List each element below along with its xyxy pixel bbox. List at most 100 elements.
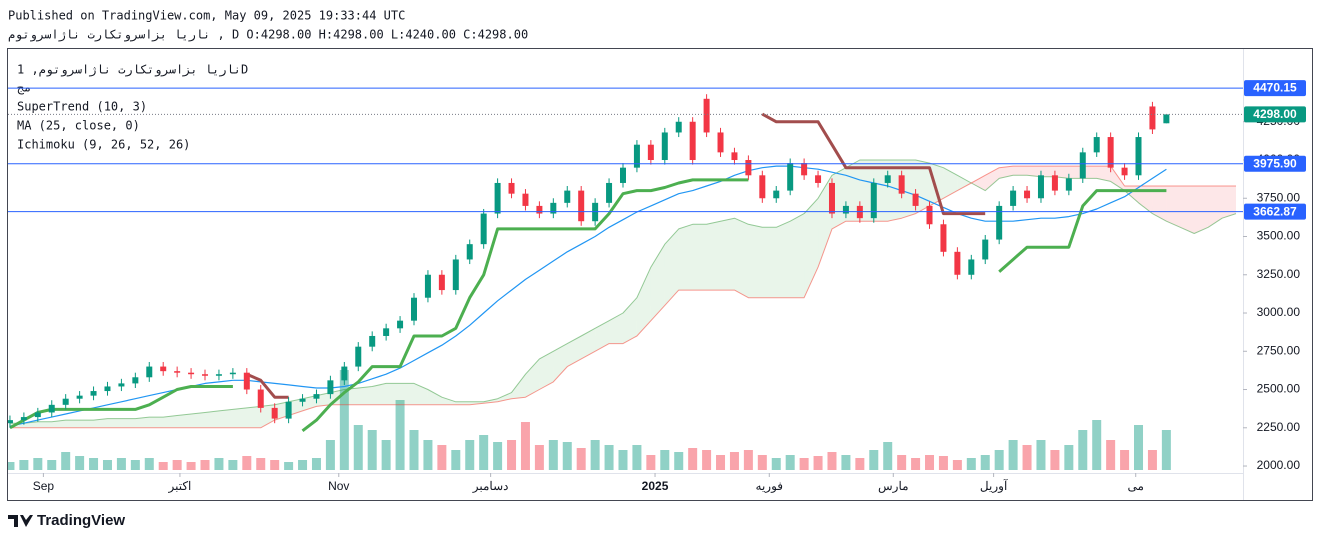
candle-body <box>661 132 668 161</box>
volume-bar <box>1134 425 1144 470</box>
cloud-segment <box>93 418 108 428</box>
cloud-segment <box>274 401 289 421</box>
cloud-segment <box>887 160 902 222</box>
volume-bar <box>144 458 154 470</box>
cloud-segment <box>748 224 763 298</box>
candle-body <box>1024 190 1031 199</box>
candle-body <box>8 420 13 424</box>
price-label-box <box>1244 80 1306 97</box>
cloud-segment <box>650 244 665 321</box>
y-tick-label: 2250.00 <box>1257 420 1301 434</box>
candle-body <box>940 224 947 252</box>
volume-bar <box>130 460 140 470</box>
cloud-segment <box>1180 186 1195 234</box>
cloud-segment <box>623 297 637 344</box>
cloud-segment <box>1166 186 1181 228</box>
x-tick-label: 2025 <box>642 479 669 493</box>
volume-bar <box>911 458 921 470</box>
cloud-segment <box>525 358 540 398</box>
cloud-segment <box>260 404 275 428</box>
cloud-segment <box>859 160 874 222</box>
volume-bar <box>716 455 726 470</box>
cloud-segment <box>1068 166 1083 179</box>
cloud-segment <box>664 228 679 306</box>
cloud-segment <box>316 392 331 407</box>
volume-bar <box>883 442 893 470</box>
candle-body <box>76 395 83 399</box>
volume-bar <box>353 425 363 470</box>
candle-body <box>703 98 710 133</box>
candle-body <box>884 175 891 183</box>
x-tick-label: می <box>1127 479 1143 493</box>
volume-bar <box>200 460 210 470</box>
volume-bar <box>437 445 447 470</box>
cloud-segment <box>218 409 233 428</box>
cloud-segment <box>191 412 205 428</box>
cloud-segment <box>734 218 749 298</box>
candle-body <box>383 328 390 336</box>
y-tick-label: 3500.00 <box>1257 229 1301 243</box>
volume-bar <box>841 455 851 470</box>
candle-body <box>494 182 501 214</box>
candle-body <box>257 389 264 408</box>
volume-bar <box>938 456 948 470</box>
candle-body <box>34 412 41 418</box>
candle-body <box>912 193 919 206</box>
volume-bar <box>61 452 71 470</box>
candle-body <box>160 366 167 372</box>
volume-bar <box>757 455 767 470</box>
cloud-segment <box>1152 186 1167 222</box>
volume-bar <box>660 450 670 470</box>
volume-bar <box>1036 440 1046 470</box>
legend-entry: مج <box>17 81 31 95</box>
price-label-box <box>1244 106 1306 123</box>
volume-bar <box>980 455 990 470</box>
cloud-segment <box>804 198 819 298</box>
volume-bar <box>214 458 224 470</box>
ichimoku-span-a <box>10 159 1237 424</box>
candle-body <box>299 398 306 402</box>
candle-body <box>536 205 543 214</box>
x-tick-label: دسامبر <box>472 479 509 493</box>
cloud-segment <box>288 398 303 416</box>
cloud-segment <box>163 415 178 428</box>
volume-bar <box>771 458 781 470</box>
candle-body <box>118 383 125 387</box>
candle-body <box>619 167 626 183</box>
cloud-segment <box>901 160 916 219</box>
cloud-segment <box>943 167 958 199</box>
candle-body <box>647 144 654 161</box>
volume-bar <box>548 440 558 470</box>
candle-body <box>1107 137 1114 168</box>
overlay: ناریا بزاسروتکارت ناژاسروتوم, 1D مج SuperT… <box>8 63 1306 493</box>
candle-body <box>801 163 808 176</box>
volume-bar <box>729 452 739 470</box>
candle-body <box>355 346 362 367</box>
cloud-segment <box>149 417 164 428</box>
x-tick-label: Sep <box>33 479 55 493</box>
volume-bar <box>534 445 544 470</box>
candle-body <box>188 372 195 375</box>
candle-body <box>717 132 724 153</box>
candle-body <box>787 163 794 191</box>
cloud-segment <box>372 383 387 405</box>
cloud-segment <box>957 175 972 191</box>
cloud-segment <box>553 343 568 382</box>
volume-bar <box>1161 430 1171 470</box>
volume-bar <box>493 442 503 470</box>
volume-bar <box>604 445 614 470</box>
cloud-segment <box>929 163 944 206</box>
price-label: 3662.87 <box>1253 204 1297 218</box>
volume-bar <box>1092 420 1102 470</box>
cloud-segment <box>358 386 373 405</box>
volume-bar <box>339 370 349 470</box>
legend-entry: Ichimoku (9, 26, 52, 26) <box>17 138 190 152</box>
candle-body <box>1149 106 1156 130</box>
candle-body <box>633 144 640 168</box>
volume-bar <box>702 450 712 470</box>
cloud-segment <box>595 320 610 352</box>
x-tick-label: آوریل <box>980 478 1008 493</box>
